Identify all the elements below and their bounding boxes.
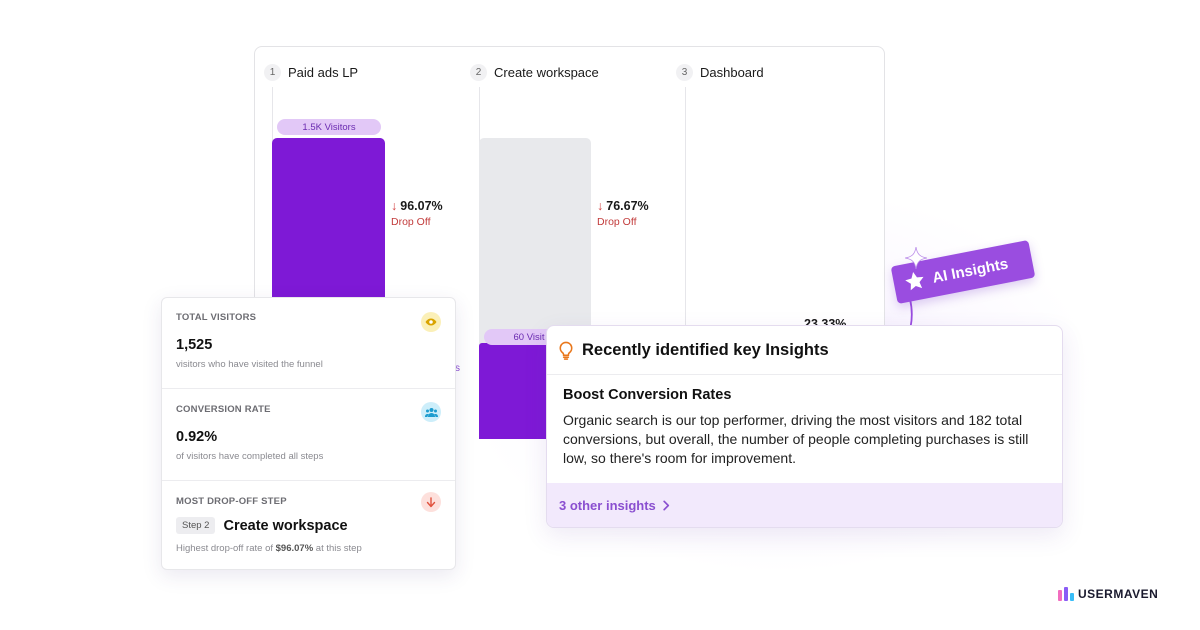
sparkle-icon xyxy=(905,247,927,269)
insight-heading: Boost Conversion Rates xyxy=(563,387,732,403)
stat-sub: of visitors have completed all steps xyxy=(176,451,324,462)
step-number: 1 xyxy=(264,64,281,81)
stat-conversion-rate: CONVERSION RATE 0.92% of visitors have c… xyxy=(162,402,455,462)
step-header-1: 1 Paid ads LP xyxy=(264,64,358,81)
step-chip: Step 2 xyxy=(176,517,216,535)
drop-off-percent: 76.67% xyxy=(606,199,649,213)
star-icon xyxy=(905,272,924,291)
insights-title: Recently identified key Insights xyxy=(582,340,829,359)
drop-off-step2: ↓ 76.67% Drop Off xyxy=(597,199,649,228)
stat-sub: Highest drop-off rate of $96.07% at this… xyxy=(176,543,441,554)
stat-total-visitors: TOTAL VISITORS 1,525 visitors who have v… xyxy=(162,312,455,370)
step-name: Dashboard xyxy=(700,65,764,80)
arrow-down-icon: ↓ xyxy=(597,199,604,213)
stat-sub-strong: $96.07% xyxy=(275,543,314,554)
lightbulb-icon xyxy=(559,341,573,360)
chevron-right-icon xyxy=(663,500,669,510)
stat-sub: visitors who have visited the funnel xyxy=(176,359,323,370)
stat-sub-prefix: Highest drop-off rate of xyxy=(176,543,276,554)
brand-logo: USERMAVEN xyxy=(1058,587,1158,601)
insights-card: Recently identified key Insights Boost C… xyxy=(546,325,1063,528)
stat-label: TOTAL VISITORS xyxy=(176,312,257,323)
divider xyxy=(162,480,455,481)
step-header-2: 2 Create workspace xyxy=(470,64,599,81)
stat-label: CONVERSION RATE xyxy=(176,404,271,415)
stats-card: TOTAL VISITORS 1,525 visitors who have v… xyxy=(161,297,456,570)
drop-off-percent: 96.07% xyxy=(400,199,443,213)
stat-value: 1,525 xyxy=(176,337,213,353)
stat-most-drop-off: MOST DROP-OFF STEP Step 2 Create workspac… xyxy=(162,492,455,554)
partial-label: s xyxy=(455,363,460,374)
drop-off-label: Drop Off xyxy=(391,216,431,228)
brand-name: USERMAVEN xyxy=(1078,587,1159,601)
stat-label: MOST DROP-OFF STEP xyxy=(176,496,287,507)
step-divider xyxy=(685,87,686,438)
visitors-pill-step1: 1.5K Visitors xyxy=(277,119,381,135)
step-name: Paid ads LP xyxy=(288,65,359,80)
insights-header: Recently identified key Insights xyxy=(547,326,1062,375)
stat-value: 0.92% xyxy=(176,429,218,445)
stat-sub-suffix: at this step xyxy=(313,543,362,554)
users-icon xyxy=(421,402,441,422)
arrow-down-icon xyxy=(421,492,441,512)
step-name: Create workspace xyxy=(494,65,599,80)
other-insights-link[interactable]: 3 other insights xyxy=(547,483,1062,527)
other-insights-label: 3 other insights xyxy=(559,497,656,513)
ai-insights-badge[interactable]: AI Insights xyxy=(890,239,1036,305)
eye-icon xyxy=(421,312,441,332)
insight-text: Organic search is our top performer, dri… xyxy=(563,412,1029,466)
divider xyxy=(162,388,455,389)
insights-body: Boost Conversion Rates Organic search is… xyxy=(547,375,1062,468)
step-header-3: 3 Dashboard xyxy=(676,64,764,81)
step-number: 2 xyxy=(470,64,487,81)
ai-insights-label: AI Insights xyxy=(930,254,1010,287)
step-number: 3 xyxy=(676,64,693,81)
drop-off-step1: ↓ 96.07% Drop Off xyxy=(391,199,443,228)
drop-off-label: Drop Off xyxy=(597,216,637,228)
drop-off-step-name: Create workspace xyxy=(223,517,348,534)
arrow-down-icon: ↓ xyxy=(391,199,398,213)
usermaven-logo-icon xyxy=(1058,587,1074,601)
